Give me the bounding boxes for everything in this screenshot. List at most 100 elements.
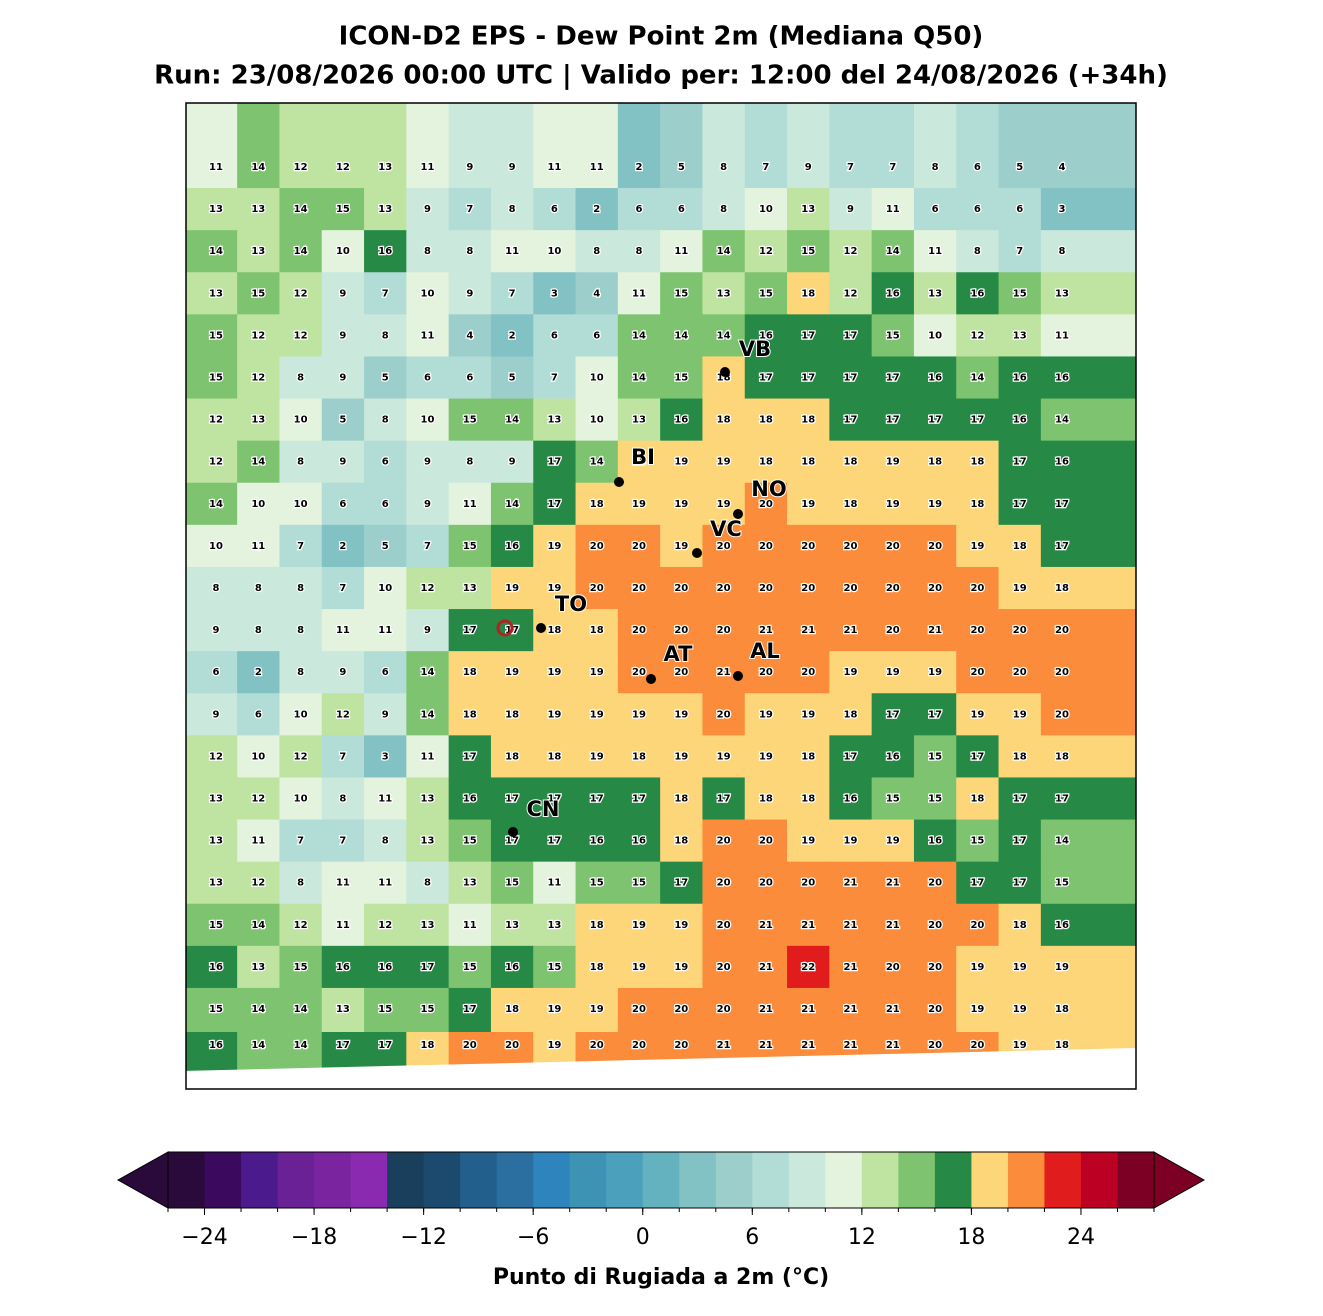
grid-cell [279, 693, 323, 736]
grid-value: 8 [297, 667, 304, 678]
grid-value: 10 [251, 499, 265, 510]
grid-value: 20 [886, 962, 900, 973]
grid-cell [998, 987, 1042, 1033]
grid-value: 18 [421, 1040, 435, 1051]
grid-cell [406, 356, 450, 400]
grid-cell [871, 440, 915, 484]
city-label: VC [710, 517, 742, 541]
grid-value: 12 [336, 709, 350, 720]
grid-cell [321, 777, 365, 821]
grid-cell [321, 693, 365, 736]
grid-cell [660, 777, 703, 821]
grid-value: 10 [590, 415, 604, 426]
grid-value: 19 [547, 709, 561, 720]
grid-cell [237, 945, 280, 989]
grid-value: 11 [505, 246, 519, 257]
grid-value: 11 [209, 162, 223, 173]
grid-cell [279, 482, 323, 526]
grid-value: 13 [505, 920, 519, 931]
grid-value: 18 [1013, 751, 1027, 762]
grid-value: 19 [1013, 962, 1027, 973]
grid-cell [406, 440, 450, 484]
grid-cell [406, 651, 450, 694]
grid-cell [956, 356, 1000, 400]
grid-value: 18 [759, 457, 773, 468]
grid-value: 14 [251, 457, 265, 468]
grid-cell [787, 945, 830, 989]
grid-value: 5 [382, 541, 389, 552]
grid-value: 15 [463, 836, 477, 847]
grid-value: 13 [463, 878, 477, 889]
grid-value: 8 [297, 373, 304, 384]
grid-cell [787, 230, 830, 273]
grid-cell [871, 356, 915, 400]
grid-value: 11 [632, 288, 646, 299]
grid-value: 12 [844, 246, 858, 257]
grid-cell [575, 651, 619, 694]
grid-value: 8 [255, 625, 262, 636]
grid-cell [871, 314, 915, 357]
grid-cell [829, 272, 873, 315]
grid-cell [448, 609, 492, 652]
grid-value: 15 [674, 288, 688, 299]
grid-cell [660, 398, 703, 442]
city-dot [733, 671, 743, 681]
grid-cell [490, 440, 534, 484]
grid-value: 11 [421, 330, 435, 341]
grid-value: 11 [928, 246, 942, 257]
colorbar-segment [569, 1152, 607, 1208]
grid-value: 13 [209, 878, 223, 889]
grid-cell [744, 861, 788, 905]
grid-value: 11 [590, 162, 604, 173]
grid-cell [279, 398, 323, 442]
grid-cell [279, 356, 323, 400]
grid-cell [702, 398, 746, 442]
grid-value: 14 [970, 373, 984, 384]
grid-cell [787, 524, 830, 568]
grid-value: 15 [759, 288, 773, 299]
grid-cell [364, 945, 407, 989]
grid-cell [406, 398, 450, 442]
grid-value: 6 [974, 204, 981, 215]
grid-value: 11 [378, 794, 392, 805]
grid-cell [533, 777, 577, 821]
grid-value: 18 [717, 415, 731, 426]
grid-cell [913, 440, 957, 484]
grid-cell [321, 566, 365, 610]
grid-value: 14 [209, 246, 223, 257]
grid-value: 11 [336, 878, 350, 889]
grid-value: 19 [1055, 962, 1069, 973]
grid-cell [998, 945, 1042, 989]
grid-value: 16 [590, 836, 604, 847]
grid-cell [913, 314, 957, 357]
colorbar-segment [825, 1152, 863, 1208]
grid-value: 12 [251, 878, 265, 889]
grid-value: 9 [805, 162, 812, 173]
grid-value: 11 [251, 541, 265, 552]
grid-value: 17 [1055, 499, 1069, 510]
grid-value: 10 [378, 583, 392, 594]
grid-value: 6 [593, 330, 600, 341]
grid-cell [321, 230, 365, 273]
grid-cell [871, 735, 915, 778]
grid-value: 6 [382, 457, 389, 468]
grid-value: 16 [505, 541, 519, 552]
grid-cell [871, 609, 915, 652]
grid-cell [279, 987, 323, 1033]
grid-value: 20 [1013, 667, 1027, 678]
grid-value: 10 [759, 204, 773, 215]
grid-cell [321, 103, 365, 189]
grid-value: 8 [593, 246, 600, 257]
grid-value: 20 [844, 541, 858, 552]
grid-value: 8 [974, 246, 981, 257]
grid-cell [533, 819, 577, 863]
grid-value: 12 [251, 330, 265, 341]
grid-value: 18 [632, 751, 646, 762]
grid-value: 15 [674, 373, 688, 384]
grid-value: 21 [886, 1004, 900, 1015]
grid-value: 10 [251, 751, 265, 762]
grid-cell [237, 524, 280, 568]
grid-value: 12 [421, 583, 435, 594]
grid-cell [186, 103, 238, 189]
city-dot [733, 509, 743, 519]
